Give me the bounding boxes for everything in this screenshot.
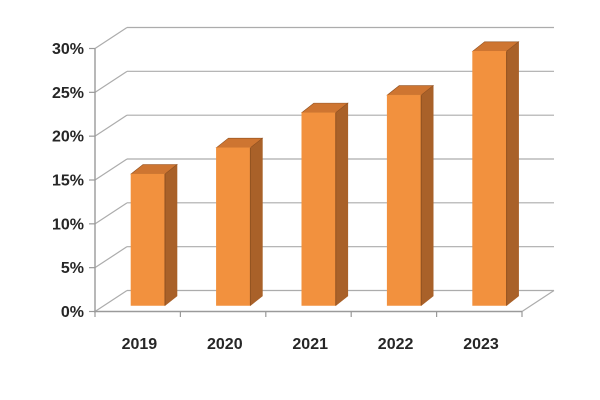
y-tick-label: 10% [52,216,84,233]
gridline-depth [94,289,128,313]
bar-side-face [335,102,349,307]
gridline-depth [94,202,128,225]
y-tick-label: 30% [52,41,84,58]
bar-side-face [506,41,519,307]
gridline-depth [94,246,128,269]
gridline-depth [94,26,128,50]
bar-front-face [301,112,337,306]
bar-front-face [130,173,166,306]
gridline-depth [94,70,128,93]
gridline-depth [94,114,128,137]
x-tick-label: 2020 [207,336,243,353]
bar-front-face [216,147,251,306]
y-tick-label: 0% [61,304,84,321]
bar-front-face [386,94,422,306]
y-tick-label: 5% [61,260,84,277]
bar-side-face [250,137,263,307]
x-tick-label: 2021 [292,336,328,353]
bar-2020 [215,137,264,307]
bar-2021 [300,102,349,307]
floor-right-edge [521,289,555,313]
y-tick-label: 20% [52,129,84,146]
x-tick-label: 2019 [122,336,158,353]
bar-front-face [472,50,507,306]
bar-side-face [420,84,434,307]
bar-side-face [164,163,178,307]
x-tick-label: 2023 [463,336,499,353]
gridline-depth [94,158,128,181]
y-tick-label: 15% [52,173,84,190]
y-tick-label: 25% [52,85,84,102]
bar-2019 [130,163,178,307]
bar-2023 [471,41,520,307]
x-tick-label: 2022 [378,336,414,353]
bar-2022 [386,84,435,307]
